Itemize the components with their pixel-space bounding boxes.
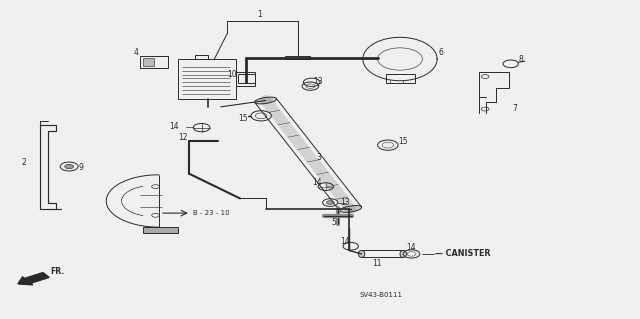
Text: 10: 10 xyxy=(227,70,237,78)
Text: 14: 14 xyxy=(406,243,415,252)
Bar xyxy=(140,56,168,68)
Text: 15: 15 xyxy=(398,137,408,146)
Bar xyxy=(195,55,208,59)
Text: 14: 14 xyxy=(169,122,179,131)
Bar xyxy=(178,59,236,99)
Text: 7: 7 xyxy=(512,104,517,113)
Bar xyxy=(285,56,310,59)
Text: 13: 13 xyxy=(314,77,323,86)
Circle shape xyxy=(326,201,334,204)
Ellipse shape xyxy=(340,205,362,212)
Text: 1: 1 xyxy=(257,10,262,19)
Text: 2: 2 xyxy=(21,158,26,167)
Circle shape xyxy=(65,164,74,169)
Text: SV43-B0111: SV43-B0111 xyxy=(359,292,403,298)
Bar xyxy=(386,74,415,83)
Text: 5: 5 xyxy=(332,218,337,227)
FancyArrow shape xyxy=(18,272,49,285)
Text: 11: 11 xyxy=(372,259,381,268)
Text: B - 23 - 10: B - 23 - 10 xyxy=(193,210,230,216)
Text: 4: 4 xyxy=(133,48,138,57)
Text: 3: 3 xyxy=(317,153,322,162)
Text: 15: 15 xyxy=(238,115,248,123)
Text: FR.: FR. xyxy=(50,267,64,276)
Text: — CANISTER: — CANISTER xyxy=(435,249,491,258)
Text: 14: 14 xyxy=(340,237,350,246)
Text: 14: 14 xyxy=(312,178,322,187)
Text: 12: 12 xyxy=(178,133,188,142)
Bar xyxy=(143,227,178,233)
Ellipse shape xyxy=(358,250,365,257)
Bar xyxy=(236,72,255,86)
Bar xyxy=(238,74,255,83)
Ellipse shape xyxy=(255,97,276,104)
Text: 8: 8 xyxy=(518,55,523,63)
Text: 6: 6 xyxy=(438,48,444,57)
Text: 9: 9 xyxy=(78,163,83,172)
Ellipse shape xyxy=(400,250,406,257)
Text: 13: 13 xyxy=(340,198,350,207)
Bar xyxy=(362,250,403,257)
Bar xyxy=(143,58,154,66)
